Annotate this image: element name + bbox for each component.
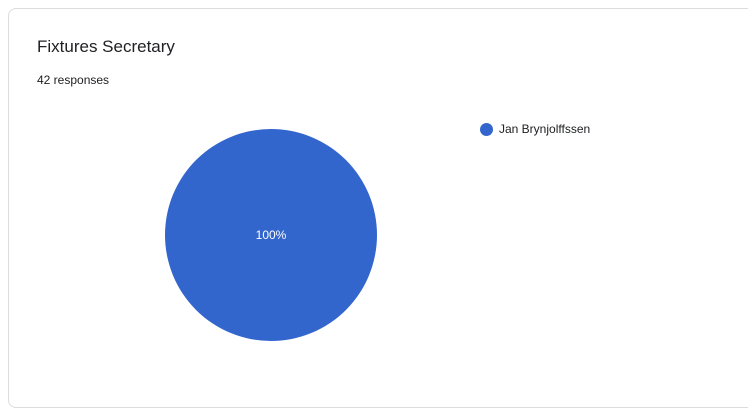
slice-data-label: 100% xyxy=(256,228,287,242)
chart-card: Fixtures Secretary 42 responses xyxy=(8,8,748,408)
response-count: 42 responses xyxy=(37,73,110,87)
pie-chart: 100% xyxy=(165,129,377,341)
chart-title: Fixtures Secretary xyxy=(37,37,175,56)
legend-swatch xyxy=(480,122,493,136)
legend-item[interactable]: Jan Brynjolffssen xyxy=(480,120,590,138)
chart-legend: Jan Brynjolffssen xyxy=(480,120,590,138)
pie-slice[interactable] xyxy=(165,129,377,341)
legend-label: Jan Brynjolffssen xyxy=(499,122,591,136)
